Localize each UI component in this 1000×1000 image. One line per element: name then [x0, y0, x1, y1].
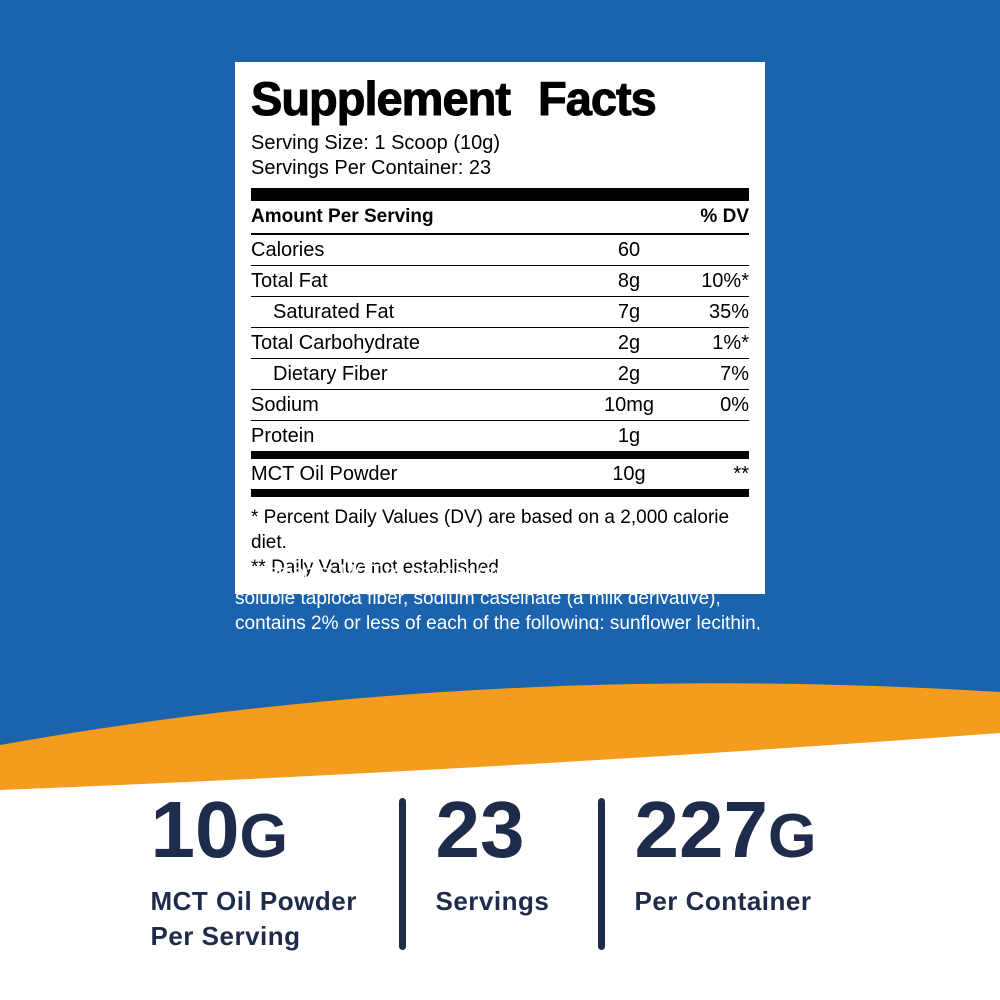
nutrient-label: Total Fat [251, 269, 328, 292]
nutrient-label: Sodium [251, 393, 319, 416]
footnote-dv-not-established: ** Daily Value not established. [251, 556, 505, 578]
nutrient-dv: 0% [720, 393, 749, 416]
nutrient-label: Dietary Fiber [273, 362, 388, 385]
nutrient-row-sodium: Sodium 10mg 0% [251, 390, 749, 422]
serving-size: Serving Size: 1 Scoop (10g) [251, 132, 501, 155]
stat-caption: Per Container [635, 884, 850, 919]
nutrient-amount: 2g [617, 331, 641, 354]
nutrient-amount: 10g [612, 462, 646, 485]
stat-caption-line: MCT Oil Powder [150, 886, 357, 916]
stat-per-container: 227G Per Container [635, 790, 850, 919]
supplement-facts-title: Supplement Facts [251, 72, 658, 125]
stat-per-serving: 10G MCT Oil Powder Per Serving [151, 790, 369, 954]
nutrient-dv: ** [733, 462, 749, 485]
stat-number: 10 [150, 785, 240, 874]
divider-medium-1 [251, 451, 749, 460]
stat-caption: MCT Oil Powder Per Serving [151, 884, 369, 954]
stat-caption-line: Per Serving [150, 921, 301, 952]
percent-dv-header: % DV [700, 206, 749, 228]
stat-unit: G [767, 802, 817, 871]
nutrient-row-calories: Calories 60 [251, 235, 749, 267]
nutrient-label: Protein [251, 424, 315, 447]
nutrient-row-dietary-fiber: Dietary Fiber 2g 7% [251, 359, 749, 391]
servings-per-container: Servings Per Container: 23 [251, 157, 492, 180]
stat-divider [597, 798, 605, 950]
stat-value-servings: 23 [436, 790, 568, 870]
nutrient-amount: 1g [617, 424, 641, 447]
nutrient-label: Total Carbohydrate [251, 331, 420, 354]
stat-caption-line: Per Container [634, 886, 812, 916]
nutrient-label: Saturated Fat [273, 300, 395, 323]
amount-per-serving-header: Amount Per Serving [251, 206, 434, 228]
stat-unit: G [239, 802, 289, 871]
supplement-facts-panel: Supplement Facts Serving Size: 1 Scoop (… [235, 62, 765, 595]
stat-divider [398, 798, 406, 950]
footnotes: * Percent Daily Values (DV) are based on… [251, 497, 749, 580]
stat-caption-line: Servings [435, 886, 550, 916]
nutrient-label: MCT Oil Powder [251, 462, 398, 485]
stat-caption: Servings [436, 884, 568, 919]
divider-medium-2 [251, 489, 749, 498]
nutrient-label: Calories [251, 238, 325, 261]
facts-header-row: Amount Per Serving % DV [251, 201, 749, 236]
nutrient-row-saturated-fat: Saturated Fat 7g 35% [251, 297, 749, 329]
nutrient-dv: 1%* [712, 331, 749, 354]
nutrient-dv: 10%* [701, 269, 749, 292]
product-stats: 10G MCT Oil Powder Per Serving 23 Servin… [0, 790, 1000, 954]
stat-servings: 23 Servings [436, 790, 568, 919]
nutrient-amount: 8g [617, 269, 641, 292]
nutrient-amount: 10mg [603, 393, 655, 416]
stat-value-per-container: 227G [635, 790, 850, 871]
stat-number: 227 [634, 785, 768, 874]
nutrient-amount: 7g [617, 300, 641, 323]
stat-number: 23 [435, 785, 525, 874]
nutrient-row-protein: Protein 1g [251, 421, 749, 451]
nutrient-amount: 2g [617, 362, 641, 385]
nutrient-amount: 60 [617, 238, 641, 261]
nutrient-dv: 7% [720, 362, 749, 385]
nutrient-row-mct-oil-powder: MCT Oil Powder 10g ** [251, 459, 749, 489]
nutrient-row-total-fat: Total Fat 8g 10%* [251, 266, 749, 298]
stat-value-per-serving: 10G [151, 790, 369, 871]
nutrient-dv: 35% [708, 300, 749, 323]
nutrient-row-total-carbohydrate: Total Carbohydrate 2g 1%* [251, 328, 749, 360]
orange-swoosh-graphic [0, 630, 1000, 810]
divider-thick-top [251, 188, 749, 202]
footnote-daily-values: * Percent Daily Values (DV) are based on… [251, 507, 730, 554]
